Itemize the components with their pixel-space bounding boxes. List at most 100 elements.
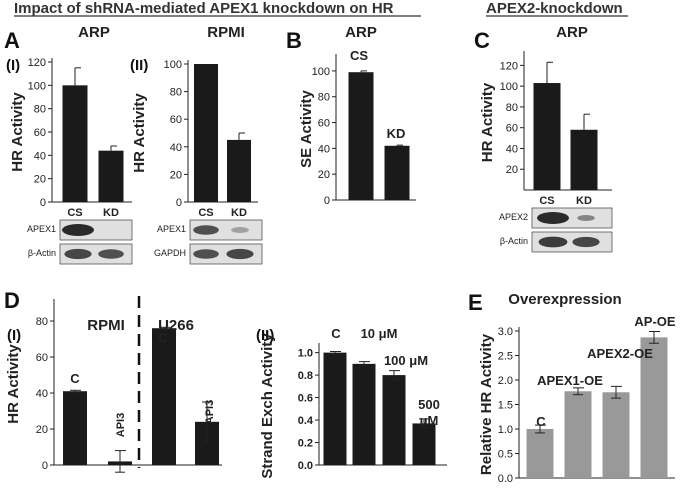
y-tick-label: 60: [34, 127, 46, 139]
bar: [62, 85, 88, 202]
bar: [152, 328, 176, 465]
y-tick-label: 80: [318, 92, 330, 104]
y-tick-label: 1.5: [498, 400, 513, 412]
y-tick-label: 40: [36, 388, 48, 400]
bar: [640, 337, 668, 478]
y-tick-label: 120: [28, 57, 46, 69]
bar: [194, 64, 218, 202]
data-label: μM: [420, 413, 439, 428]
data-label: 100 μM: [384, 353, 428, 368]
y-tick-label: 20: [36, 424, 48, 436]
blot-band: [231, 227, 249, 233]
bar: [384, 145, 410, 200]
blot-a2-row: [189, 243, 263, 265]
blot-row-label: β-Actin: [28, 248, 56, 258]
chart-title: ARP: [78, 24, 110, 41]
panel-letter-c: C: [474, 28, 490, 53]
x-category-label: KD: [231, 207, 247, 219]
y-tick-label: 20: [506, 164, 518, 176]
y-tick-label: 20: [34, 174, 46, 186]
bar: [570, 129, 598, 190]
x-category-label: CS: [67, 207, 82, 219]
y-tick-label: 80: [506, 102, 518, 114]
blot-row-label: APEX2: [499, 212, 528, 222]
y-axis-label: HR Activity: [9, 92, 26, 172]
bar: [526, 429, 554, 478]
bar: [63, 391, 87, 465]
blot-band: [193, 249, 219, 259]
y-tick-label: 40: [318, 143, 330, 155]
blot-band: [226, 248, 254, 260]
blot-row-label: APEX1: [27, 224, 56, 234]
chart-title: Overexpression: [508, 291, 621, 308]
y-tick-label: 0.6: [298, 393, 313, 405]
blot-band: [572, 236, 600, 248]
x-category-label: KD: [576, 195, 592, 207]
blot-a2-row: [189, 219, 263, 241]
panel-sublabel: (II): [256, 327, 274, 344]
y-axis-label: Relative HR Activity: [478, 333, 495, 475]
y-tick-label: 40: [34, 150, 46, 162]
y-tick-label: 0.0: [498, 473, 513, 485]
figure-heading-right: APEX2-knockdown: [486, 0, 623, 17]
blot-row-label: GAPDH: [154, 248, 186, 258]
chart-title: RPMI: [207, 24, 245, 41]
y-tick-label: 0: [42, 460, 48, 472]
blot-band: [98, 249, 124, 259]
bar: [352, 363, 376, 465]
data-label: C: [331, 326, 341, 341]
panel-sublabel: (I): [6, 57, 20, 74]
y-tick-label: 0: [40, 197, 46, 209]
y-tick-label: 0.8: [298, 370, 313, 382]
panel-sublabel: (II): [130, 57, 148, 74]
y-tick-label: 2.5: [498, 351, 513, 363]
bar: [564, 391, 592, 478]
y-axis-label: HR Activity: [479, 82, 496, 162]
y-tick-label: 40: [170, 142, 182, 154]
y-tick-label: 40: [506, 143, 518, 155]
blot-row-label: APEX1: [157, 224, 186, 234]
chart-title: ARP: [556, 24, 588, 41]
y-tick-label: 2.0: [498, 375, 513, 387]
bar: [412, 423, 436, 465]
bar: [602, 392, 630, 478]
y-tick-label: 100: [28, 80, 46, 92]
blot-band: [537, 212, 569, 224]
y-tick-label: 1.0: [298, 348, 313, 360]
y-tick-label: 80: [36, 316, 48, 328]
y-tick-label: 0: [324, 195, 330, 207]
y-tick-label: 60: [170, 114, 182, 126]
bar: [98, 150, 124, 202]
figure-heading-left: Impact of shRNA-mediated APEX1 knockdown…: [14, 0, 394, 17]
data-label: CS: [350, 48, 368, 63]
data-label: KD: [387, 126, 406, 141]
x-category-label: CS: [198, 207, 213, 219]
y-tick-label: 0: [176, 197, 182, 209]
blot-band: [62, 224, 94, 236]
y-tick-label: 60: [318, 118, 330, 130]
chart-title: ARP: [345, 24, 377, 41]
panel-letter-a: A: [4, 28, 20, 53]
blot-row-label: β-Actin: [500, 236, 528, 246]
y-tick-label: 3.0: [498, 326, 513, 338]
panel-sublabel: (I): [7, 327, 21, 344]
data-label: APEX2-OE: [587, 346, 653, 361]
panel-letter-e: E: [468, 290, 483, 315]
blot-band: [193, 225, 219, 235]
y-tick-label: 100: [164, 59, 182, 71]
y-tick-label: 80: [170, 87, 182, 99]
x-category-label: CS: [539, 195, 554, 207]
blot-band: [577, 215, 595, 221]
data-label-api3: API3: [204, 400, 216, 424]
y-tick-label: 120: [500, 60, 518, 72]
bar: [533, 83, 561, 190]
y-tick-label: 0.4: [298, 415, 314, 427]
data-label: C: [536, 414, 546, 429]
y-tick-label: 0.5: [498, 449, 513, 461]
data-label: APEX1-OE: [537, 373, 603, 388]
y-tick-label: 20: [318, 169, 330, 181]
y-tick-label: 0.0: [298, 460, 313, 472]
y-tick-label: 100: [500, 81, 518, 93]
y-axis-label: HR Activity: [5, 344, 22, 424]
